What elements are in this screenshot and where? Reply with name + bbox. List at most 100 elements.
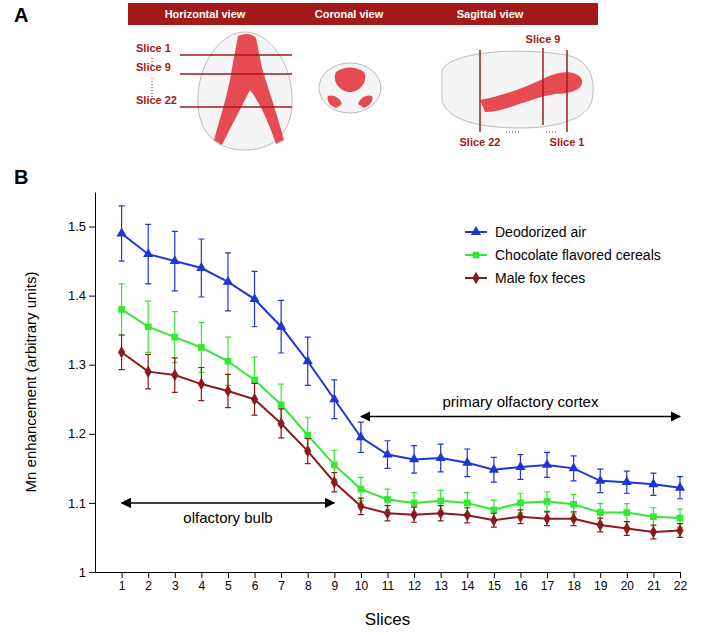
x-tick-mark: [627, 572, 628, 578]
x-tick: 7: [278, 572, 285, 593]
slice-label: Slice 22: [460, 136, 501, 148]
dots: [546, 132, 556, 133]
point: [331, 462, 338, 469]
x-axis: 12345678910111213141516171819202122: [96, 572, 688, 593]
error-bar: [278, 409, 284, 438]
point: [410, 508, 417, 520]
x-tick: 9: [331, 572, 338, 593]
point: [357, 500, 364, 512]
point: [251, 393, 258, 405]
x-tick: 10: [355, 572, 369, 593]
slice-line: [180, 106, 292, 108]
annotation-arrow: [361, 416, 680, 418]
x-tick-label: 1: [119, 579, 126, 593]
skull-outline: [319, 63, 381, 113]
error-bar: [119, 284, 125, 335]
error-bar: [464, 508, 470, 523]
point: [304, 445, 311, 457]
x-tick-label: 9: [331, 579, 338, 593]
point: [303, 355, 313, 364]
slice-line: [479, 50, 481, 132]
error-bar: [225, 374, 231, 407]
x-tick: 20: [621, 572, 635, 593]
point: [517, 510, 524, 522]
point: [278, 401, 285, 408]
olfactory-structure: [335, 68, 366, 93]
point: [570, 501, 577, 508]
x-tick-label: 17: [541, 579, 555, 593]
point: [490, 514, 497, 526]
x-tick: 19: [594, 572, 608, 593]
point: [196, 262, 206, 271]
x-tick-label: 18: [567, 579, 581, 593]
y-tick-label: 1.2: [68, 426, 86, 441]
slice-label: Slice 9: [136, 61, 171, 73]
point: [464, 500, 471, 507]
x-tick: 17: [541, 572, 555, 593]
error-bar: [198, 323, 204, 373]
x-tick: 13: [435, 572, 449, 593]
x-tick: 15: [488, 572, 502, 593]
x-tick: 4: [199, 572, 206, 593]
point: [249, 293, 259, 302]
x-tick-mark: [308, 572, 309, 578]
x-tick-mark: [148, 572, 149, 578]
error-bar: [198, 367, 204, 400]
x-tick-label: 12: [408, 579, 422, 593]
point: [623, 522, 630, 534]
x-tick-label: 7: [278, 579, 285, 593]
point: [329, 393, 339, 402]
x-tick-label: 15: [488, 579, 502, 593]
x-tick: 6: [252, 572, 259, 593]
y-tick-mark: [89, 227, 95, 228]
point: [170, 255, 180, 264]
point: [515, 461, 525, 470]
point: [331, 476, 338, 488]
point: [544, 498, 551, 505]
error-bar: [411, 507, 417, 522]
x-tick-mark: [441, 572, 442, 578]
error-bar: [624, 504, 630, 522]
x-tick-mark: [467, 572, 468, 578]
point: [676, 524, 683, 536]
x-tick: 16: [514, 572, 528, 593]
error-bar: [438, 506, 444, 521]
view-title: Sagittal view: [457, 8, 524, 20]
y-tick-label: 1.5: [68, 219, 86, 234]
dots: [506, 132, 520, 133]
y-tick: 1.1: [68, 496, 95, 511]
point: [384, 507, 391, 519]
point: [278, 417, 285, 429]
legend-label: Deodorized air: [495, 224, 586, 240]
error-bar: [650, 508, 656, 526]
point: [462, 457, 472, 466]
point: [171, 334, 178, 341]
series: [116, 206, 685, 499]
point: [198, 378, 205, 390]
x-tick-mark: [175, 572, 176, 578]
x-tick: 22: [674, 572, 688, 593]
view-title: Horizontal view: [165, 8, 246, 20]
x-tick-mark: [122, 572, 123, 578]
legend-item: Male fox feces: [465, 270, 585, 286]
series: [118, 335, 684, 539]
x-tick-mark: [574, 572, 575, 578]
x-tick-label: 16: [514, 579, 528, 593]
y-tick-mark: [89, 434, 95, 435]
x-tick-mark: [680, 572, 681, 578]
slice-line: [180, 73, 292, 75]
x-tick-label: 11: [382, 579, 395, 593]
x-tick-mark: [600, 572, 601, 578]
legend-marker: [473, 252, 480, 259]
point: [650, 526, 657, 538]
panel-label: B: [14, 166, 28, 188]
x-tick-label: 5: [225, 579, 232, 593]
data-layer: [116, 206, 685, 539]
error-bar: [571, 512, 577, 526]
error-bar: [252, 383, 258, 415]
point: [251, 377, 258, 384]
point: [597, 509, 604, 516]
error-bar: [650, 525, 656, 539]
y-tick-label: 1.3: [68, 357, 86, 372]
error-bar: [491, 513, 497, 527]
